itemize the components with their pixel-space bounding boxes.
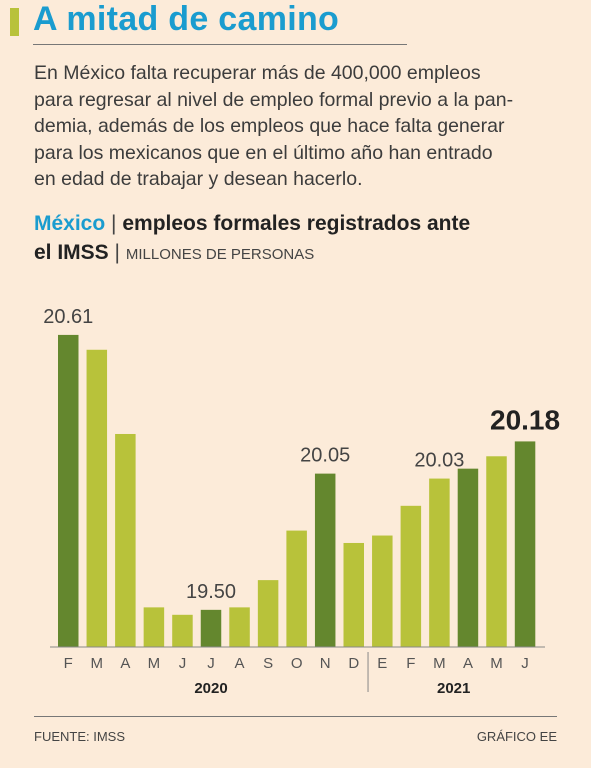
tick-label: J bbox=[207, 655, 215, 672]
value-label: 20.18 bbox=[490, 404, 560, 435]
chart-title-country: México bbox=[34, 212, 106, 235]
tick-label: A bbox=[120, 655, 130, 672]
footer-divider bbox=[34, 716, 557, 717]
bar-2 bbox=[115, 433, 136, 647]
tick-label: M bbox=[91, 655, 104, 672]
value-label: 20.05 bbox=[300, 445, 350, 467]
tick-label: D bbox=[348, 655, 359, 672]
value-label: 19.50 bbox=[186, 581, 236, 603]
tick-label: F bbox=[406, 655, 415, 672]
chart-title-separator: | bbox=[114, 241, 121, 264]
page-title: A mitad de camino bbox=[33, 0, 340, 38]
tick-label: J bbox=[179, 655, 187, 672]
value-label: 20.03 bbox=[414, 450, 464, 472]
source-note: FUENTE: IMSS bbox=[34, 729, 126, 744]
bar-3 bbox=[143, 607, 165, 647]
bar-8 bbox=[286, 530, 307, 647]
title-accent-bar bbox=[10, 8, 19, 36]
tick-label: M bbox=[490, 655, 503, 672]
chart-title-line-1: México | empleos formales registrados an… bbox=[34, 209, 564, 238]
chart-title-main-cont: el IMSS bbox=[34, 241, 109, 264]
chart-units: MILLONES DE PERSONAS bbox=[125, 246, 315, 263]
credit-note: GRÁFICO EE bbox=[476, 729, 557, 744]
bar-15 bbox=[486, 456, 507, 647]
bar-7 bbox=[257, 580, 279, 647]
bar-13 bbox=[429, 478, 450, 647]
chart-title-line-2: el IMSS | MILLONES DE PERSONAS bbox=[34, 238, 564, 269]
bar-14 bbox=[457, 468, 479, 647]
intro-line: para los mexicanos que en el último año … bbox=[34, 141, 493, 164]
chart-title-separator: | bbox=[111, 212, 117, 235]
tick-label: O bbox=[291, 655, 303, 672]
tick-label: E bbox=[377, 655, 387, 672]
bar-4 bbox=[172, 614, 193, 647]
bar-10 bbox=[343, 542, 364, 647]
tick-label: A bbox=[463, 655, 473, 672]
bar-0 bbox=[58, 334, 79, 647]
tick-label: F bbox=[64, 655, 73, 672]
bar-6 bbox=[229, 607, 250, 647]
intro-line: demia, además de los empleos que hace fa… bbox=[34, 115, 505, 137]
tick-label: S bbox=[263, 655, 273, 672]
value-label: 20.61 bbox=[43, 306, 93, 328]
bar-9 bbox=[314, 473, 336, 647]
tick-label: N bbox=[320, 655, 331, 672]
chart-title: México | empleos formales registrados an… bbox=[34, 209, 564, 269]
tick-label: J bbox=[521, 655, 529, 672]
bar-12 bbox=[400, 505, 422, 647]
bar-5 bbox=[200, 609, 222, 647]
title-divider bbox=[33, 44, 407, 45]
intro-line: En México falta recuperar más de 400,000… bbox=[34, 62, 481, 84]
intro-line: en edad de trabajar y desean hacerlo. bbox=[34, 168, 363, 190]
chart-title-main: empleos formales registrados ante bbox=[122, 212, 471, 235]
year-label: 2020 bbox=[194, 680, 227, 697]
bar-11 bbox=[372, 535, 393, 647]
tick-label: A bbox=[235, 655, 245, 672]
tick-label: M bbox=[433, 655, 446, 672]
bar-1 bbox=[86, 349, 108, 647]
intro-text: En México falta recuperar más de 400,000… bbox=[34, 60, 564, 193]
year-label: 2021 bbox=[437, 680, 470, 697]
tick-label: M bbox=[148, 655, 161, 672]
bar-16 bbox=[514, 441, 536, 647]
intro-line: para regresar al nivel de empleo formal … bbox=[34, 88, 514, 111]
